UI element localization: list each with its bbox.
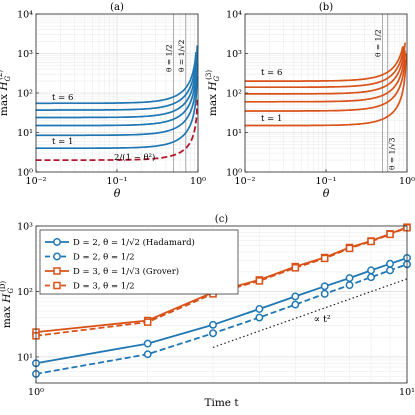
data-point xyxy=(345,274,354,283)
data-point xyxy=(291,264,300,272)
y-tick-label: 10⁰ xyxy=(226,168,242,179)
data-point xyxy=(367,266,375,275)
series-line xyxy=(244,46,404,82)
panel-a: 10⁻² 10⁻¹ 10⁰ 10⁰ 10¹ 10² 10³ 10⁴ (a) θ max HG(2) t… xyxy=(0,2,206,200)
x-axis-label: θ xyxy=(323,187,330,200)
curve-label: t = 6 xyxy=(261,68,282,78)
data-point xyxy=(320,254,329,263)
panel-label: (a) xyxy=(110,2,124,13)
x-axis-label: Time t xyxy=(204,397,239,409)
series-line xyxy=(35,53,199,127)
curve-label: t = 6 xyxy=(52,93,73,103)
x-axis-label: θ xyxy=(114,187,121,200)
legend-marker xyxy=(53,252,61,261)
x-tick-label: 10⁻¹ xyxy=(107,176,128,187)
data-point xyxy=(291,300,300,309)
legend-label: D = 3, θ = 1/√3 (Grover) xyxy=(73,266,179,277)
x-tick-label: 10¹ xyxy=(399,387,415,398)
series-line xyxy=(35,45,199,119)
legend-label: D = 3, θ = 1/2 xyxy=(73,282,134,292)
data-point xyxy=(386,266,394,275)
x-tick-label: 10⁻² xyxy=(235,176,256,187)
series-line xyxy=(35,76,199,150)
legend-label: D = 2, θ = 1/2 xyxy=(73,253,134,263)
data-point xyxy=(345,281,354,290)
y-tick-label: 10³ xyxy=(226,49,242,60)
vline-label: θ = 1/2 xyxy=(165,44,174,72)
x-tick-label: 10⁰ xyxy=(28,387,44,398)
series-line xyxy=(244,42,406,95)
x-tick-label: 10⁰ xyxy=(190,176,206,187)
legend-marker xyxy=(53,238,61,246)
y-tick-label: 10³ xyxy=(17,49,33,60)
panel-label: (b) xyxy=(319,2,333,13)
y-tick-label: 10² xyxy=(17,287,33,298)
data-point xyxy=(367,273,375,282)
x-tick-label: 10⁰ xyxy=(399,176,415,187)
series-line xyxy=(35,58,197,111)
legend-marker xyxy=(53,267,61,275)
curve-label: t = 1 xyxy=(261,114,282,124)
data-point xyxy=(320,289,329,298)
data-point xyxy=(320,282,329,291)
vline-label: θ = 1/2 xyxy=(374,29,383,57)
reference-trend-label: ∝ t² xyxy=(314,314,331,325)
data-point xyxy=(209,320,217,329)
y-tick-label: 10⁰ xyxy=(17,168,33,179)
panel-c: ∝ t² 10⁰ 10¹ 10¹ 10² 10³ (c) Time t max HG(D) D =… xyxy=(0,214,415,409)
y-axis-label: max HG(2) xyxy=(0,70,12,116)
data-point xyxy=(386,259,394,268)
legend: D = 2, θ = 1/√2 (Hadamard) D = 2, θ = 1/2… xyxy=(39,229,239,295)
legend-box xyxy=(39,229,239,295)
series-line xyxy=(244,50,406,103)
y-tick-label: 10² xyxy=(226,89,242,100)
axes-frame xyxy=(35,225,408,384)
series-line xyxy=(35,63,199,137)
data-point xyxy=(291,292,300,301)
y-tick-label: 10¹ xyxy=(17,128,33,139)
data-point xyxy=(345,244,354,253)
series-line xyxy=(35,257,408,365)
y-tick-label: 10¹ xyxy=(17,352,33,363)
y-tick-label: 10² xyxy=(17,89,33,100)
y-tick-label: 10¹ xyxy=(226,128,242,139)
reference-curve-label: 2/(1 − θ²) xyxy=(114,152,155,163)
data-point xyxy=(255,277,264,285)
data-point xyxy=(386,230,394,239)
data-point xyxy=(143,350,152,359)
x-tick-label: 10⁻² xyxy=(26,176,47,187)
y-axis-label: max HG(3) xyxy=(205,70,221,116)
series-line xyxy=(244,59,406,112)
series-line xyxy=(35,263,408,375)
vline-label: θ = 1/√3 xyxy=(388,137,397,170)
legend-marker xyxy=(53,281,61,290)
legend-label: D = 2, θ = 1/√2 (Hadamard) xyxy=(73,237,195,248)
series-line xyxy=(35,51,197,105)
data-point xyxy=(367,237,375,246)
panel-b: 10⁻² 10⁻¹ 10⁰ 10⁰ 10¹ 10² 10³ 10⁴ (b) θ max HG(3) t… xyxy=(205,2,415,200)
y-axis-label: max HG(D) xyxy=(0,281,15,329)
data-point xyxy=(143,339,152,348)
panel-label: (c) xyxy=(215,214,229,225)
data-point xyxy=(143,318,152,326)
series-line xyxy=(244,53,408,127)
reference-curve xyxy=(35,99,199,162)
y-tick-label: 10⁴ xyxy=(226,10,242,21)
vline-label: θ = 1/√2 xyxy=(177,39,186,72)
data-point xyxy=(209,329,217,338)
data-point xyxy=(255,305,264,313)
curve-label: t = 1 xyxy=(52,137,73,147)
y-tick-label: 10⁴ xyxy=(17,10,33,21)
series-line xyxy=(244,45,405,89)
x-tick-label: 10⁻¹ xyxy=(316,176,337,187)
y-tick-label: 10³ xyxy=(17,222,33,233)
data-point xyxy=(255,313,264,322)
series-line xyxy=(35,226,408,337)
